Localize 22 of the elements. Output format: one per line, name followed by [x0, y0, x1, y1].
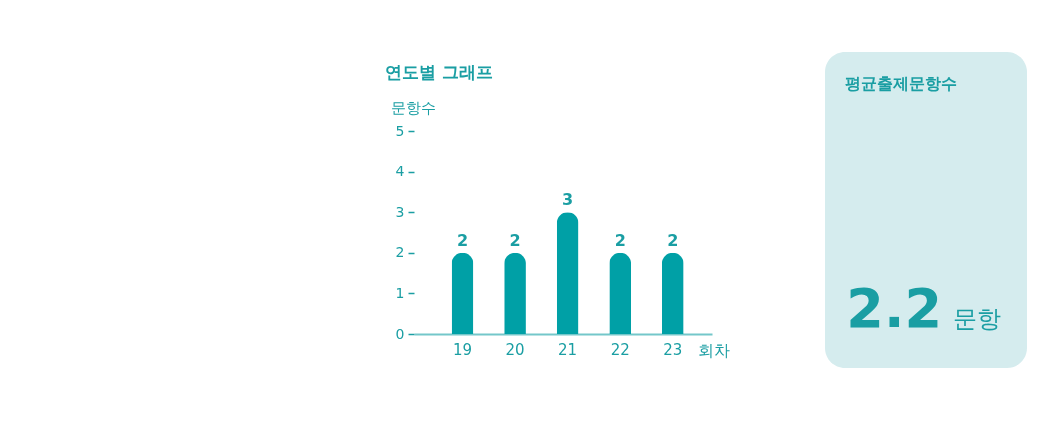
- x-tick-label: 21: [558, 340, 578, 359]
- x-axis-title: 회차: [697, 340, 730, 360]
- data-label: 2: [614, 230, 626, 250]
- y-tick-label: 3: [395, 203, 405, 220]
- x-tick-label: 19: [452, 340, 473, 359]
- y-axis-title: 문항수: [390, 98, 436, 117]
- text: 문항: [953, 305, 1001, 333]
- x-tick-label: 22: [610, 340, 630, 359]
- data-label: 3: [562, 190, 574, 210]
- x-tick-label: 23: [663, 340, 683, 359]
- x-tick-label: 20: [505, 340, 525, 359]
- text: 2.2: [846, 277, 942, 340]
- y-tick-label: 5: [395, 122, 405, 139]
- y-tick-label: 0: [395, 325, 405, 342]
- y-tick-label: 1: [395, 284, 405, 301]
- data-label: 2: [509, 230, 521, 250]
- data-label: 2: [667, 230, 679, 250]
- text: 평균출제문항수: [845, 74, 957, 93]
- y-tick-label: 4: [395, 163, 405, 180]
- chart-title: 연도별 그래프: [385, 62, 493, 82]
- data-label: 2: [456, 230, 469, 250]
- y-tick-label: 2: [395, 244, 405, 261]
